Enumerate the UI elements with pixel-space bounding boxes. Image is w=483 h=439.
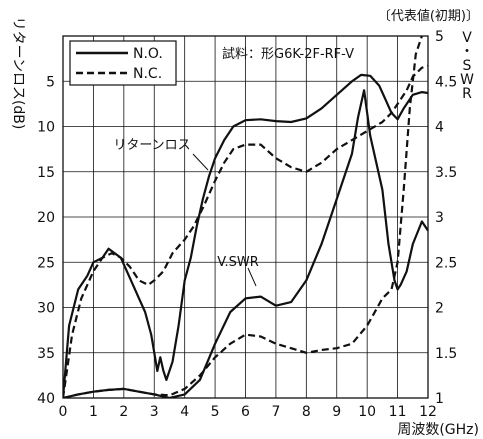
annotations: リターンロス V.SWR bbox=[113, 138, 259, 287]
legend-label-solid: N.O. bbox=[133, 46, 163, 62]
y-left-tick-label-8: 40 bbox=[37, 391, 55, 407]
y-left-tick-label-5: 25 bbox=[37, 255, 55, 271]
y-right-tick-label-2: 4 bbox=[435, 120, 444, 136]
legend-label-dashed: N.C. bbox=[133, 66, 162, 82]
x-tick-label-6: 6 bbox=[241, 404, 250, 420]
y-left-tick-label-2: 10 bbox=[37, 120, 55, 136]
y-left-tick-label-1: 5 bbox=[46, 74, 55, 90]
x-axis-title: 周波数(GHz) bbox=[397, 422, 479, 438]
y-right-tick-label-7: 1.5 bbox=[435, 346, 457, 362]
series-line-vswr-nc bbox=[63, 36, 423, 398]
y-right-tick-label-1: 4.5 bbox=[435, 74, 457, 90]
left-axis-title: リターンロス(dB) bbox=[10, 17, 26, 130]
y-right-tick-label-5: 2.5 bbox=[435, 255, 457, 271]
annotation-return-loss-leader bbox=[192, 153, 209, 171]
y-left-tick-label-7: 35 bbox=[37, 346, 55, 362]
gridlines bbox=[63, 36, 428, 398]
y-right-tick-label-3: 3.5 bbox=[435, 165, 457, 181]
x-tick-label-4: 4 bbox=[180, 404, 189, 420]
left-axis-title-text: リターンロス(dB) bbox=[10, 17, 26, 130]
annotation-vswr: V.SWR bbox=[217, 255, 259, 270]
y-right-tick-label-0: 5 bbox=[435, 29, 444, 45]
y-right-tick-label-6: 2 bbox=[435, 301, 444, 317]
legend: N.O. N.C. bbox=[69, 40, 177, 86]
series-curves bbox=[63, 36, 428, 398]
right-axis-title: V ・ S W R bbox=[460, 30, 474, 102]
tick-labels: 0 1 2 3 4 5 6 7 8 9 10 11 1251015202530354054.543.53… bbox=[37, 29, 457, 420]
x-tick-label-5: 5 bbox=[211, 404, 220, 420]
annotation-return-loss: リターンロス bbox=[113, 138, 190, 153]
x-tick-label-0: 0 bbox=[59, 404, 68, 420]
corner-note: 〔代表値(初期)〕 bbox=[378, 8, 479, 24]
x-tick-label-7: 7 bbox=[271, 404, 280, 420]
sample-label: 試料：形G6K-2F-RF-V bbox=[222, 46, 354, 62]
y-left-tick-label-4: 20 bbox=[37, 210, 55, 226]
legend-box bbox=[69, 40, 177, 86]
x-tick-label-8: 8 bbox=[302, 404, 311, 420]
y-left-tick-label-6: 30 bbox=[37, 301, 55, 317]
y-right-tick-label-4: 3 bbox=[435, 210, 444, 226]
x-tick-label-1: 1 bbox=[89, 404, 98, 420]
x-tick-label-2: 2 bbox=[119, 404, 128, 420]
y-right-tick-label-8: 1 bbox=[435, 391, 444, 407]
annotation-vswr-leader bbox=[247, 267, 257, 287]
series-line-return-loss-nc bbox=[63, 64, 428, 398]
x-tick-label-11: 11 bbox=[389, 404, 407, 420]
x-tick-label-3: 3 bbox=[150, 404, 159, 420]
x-tick-label-12: 12 bbox=[419, 404, 437, 420]
y-left-tick-label-3: 15 bbox=[37, 165, 55, 181]
x-tick-label-10: 10 bbox=[358, 404, 376, 420]
x-tick-label-9: 9 bbox=[332, 404, 341, 420]
